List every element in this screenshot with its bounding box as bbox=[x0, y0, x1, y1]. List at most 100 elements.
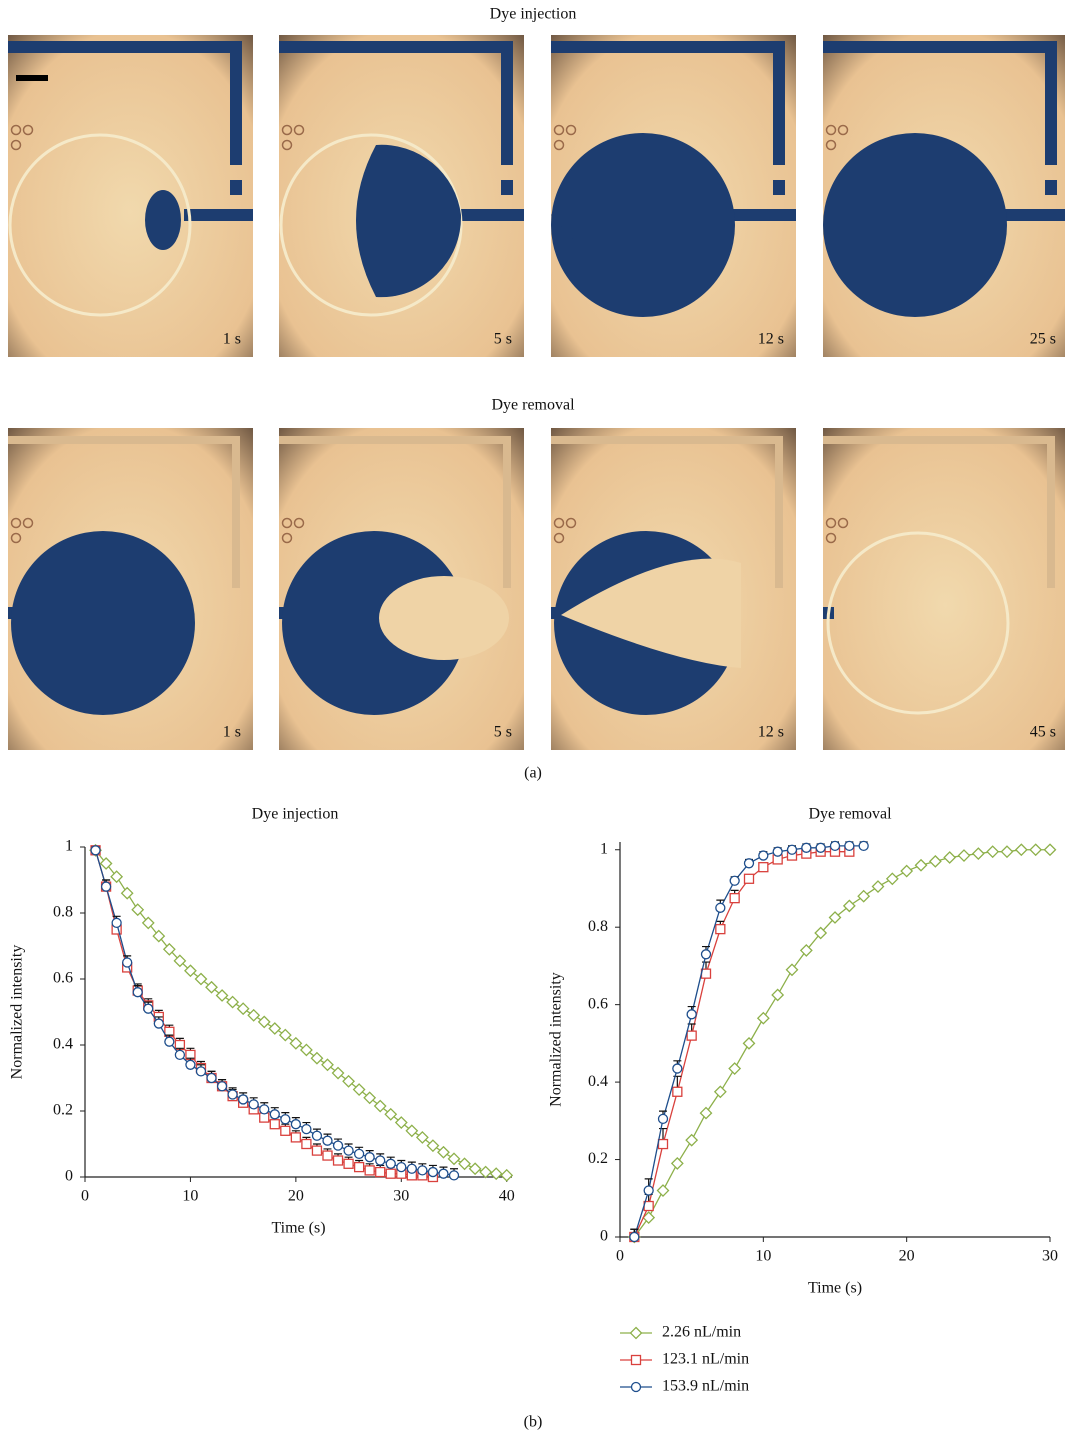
series-line bbox=[96, 850, 433, 1177]
point bbox=[312, 1131, 321, 1140]
point bbox=[672, 1158, 683, 1169]
point bbox=[630, 1233, 639, 1242]
photo-content bbox=[551, 428, 796, 750]
y-tick-label: 0.6 bbox=[588, 995, 608, 1012]
point bbox=[730, 894, 739, 903]
x-tick-label: 30 bbox=[1042, 1248, 1058, 1265]
point bbox=[270, 1120, 279, 1129]
dye bbox=[11, 531, 195, 715]
point bbox=[196, 1067, 205, 1076]
row-title: Dye injection bbox=[490, 6, 577, 23]
photo: 12 s bbox=[551, 428, 796, 750]
point bbox=[91, 846, 100, 855]
point bbox=[376, 1156, 385, 1165]
photo-bg bbox=[823, 428, 1065, 750]
x-tick-label: 10 bbox=[755, 1248, 771, 1265]
point bbox=[772, 989, 783, 1000]
point bbox=[206, 982, 217, 993]
legend-marker bbox=[631, 1328, 642, 1339]
point bbox=[673, 1064, 682, 1073]
point bbox=[291, 1133, 300, 1142]
point bbox=[973, 848, 984, 859]
point bbox=[716, 903, 725, 912]
point bbox=[702, 950, 711, 959]
x-tick-label: 0 bbox=[616, 1248, 624, 1265]
scale-bar bbox=[16, 75, 48, 81]
y-tick-label: 0.2 bbox=[588, 1150, 608, 1167]
y-tick-label: 0.4 bbox=[588, 1073, 608, 1090]
point bbox=[290, 1038, 301, 1049]
point bbox=[302, 1125, 311, 1134]
legend-label: 123.1 nL/min bbox=[662, 1351, 749, 1368]
point bbox=[311, 1053, 322, 1064]
point bbox=[386, 1169, 395, 1178]
point bbox=[759, 851, 768, 860]
time-label: 12 s bbox=[758, 331, 784, 348]
point bbox=[773, 847, 782, 856]
point bbox=[102, 882, 111, 891]
point bbox=[249, 1100, 258, 1109]
point bbox=[686, 1135, 697, 1146]
point bbox=[930, 856, 941, 867]
point bbox=[427, 1140, 438, 1151]
photo: 1 s bbox=[8, 35, 253, 357]
point bbox=[438, 1147, 449, 1158]
point bbox=[1030, 844, 1041, 855]
panel-label: (a) bbox=[524, 765, 542, 782]
point bbox=[365, 1166, 374, 1175]
point bbox=[259, 1016, 270, 1027]
point bbox=[744, 1038, 755, 1049]
point bbox=[887, 873, 898, 884]
time-label: 1 s bbox=[223, 724, 241, 741]
point bbox=[644, 1186, 653, 1195]
series-line bbox=[634, 852, 849, 1237]
point bbox=[334, 1141, 343, 1150]
point bbox=[1016, 844, 1027, 855]
point bbox=[195, 974, 206, 985]
point bbox=[687, 1010, 696, 1019]
point bbox=[802, 843, 811, 852]
legend-marker bbox=[632, 1383, 641, 1392]
point bbox=[715, 1086, 726, 1097]
chart-title: Dye injection bbox=[252, 806, 339, 823]
row-title: Dye removal bbox=[491, 397, 575, 414]
point bbox=[122, 888, 133, 899]
point bbox=[459, 1158, 470, 1169]
point bbox=[323, 1136, 332, 1145]
y-axis-label: Normalized intensity bbox=[548, 972, 565, 1107]
y-axis-label: Normalized intensity bbox=[9, 945, 26, 1080]
photo: 5 s bbox=[279, 35, 524, 357]
point bbox=[165, 1037, 174, 1046]
point bbox=[322, 1059, 333, 1070]
point bbox=[301, 1044, 312, 1055]
y-tick-label: 1 bbox=[600, 840, 608, 857]
point bbox=[291, 1120, 300, 1129]
cleared bbox=[379, 576, 509, 660]
point bbox=[873, 881, 884, 892]
x-tick-label: 30 bbox=[393, 1188, 409, 1205]
photo-content bbox=[551, 35, 796, 357]
point bbox=[343, 1076, 354, 1087]
point bbox=[227, 997, 238, 1008]
y-tick-label: 0.6 bbox=[53, 970, 73, 987]
point bbox=[787, 964, 798, 975]
y-tick-label: 1 bbox=[65, 838, 73, 855]
time-label: 12 s bbox=[758, 724, 784, 741]
legend-label: 2.26 nL/min bbox=[662, 1324, 741, 1341]
point bbox=[428, 1168, 437, 1177]
point bbox=[344, 1146, 353, 1155]
point bbox=[281, 1126, 290, 1135]
figure: Dye injection Dye removal (a) (b) 1 s5 s… bbox=[0, 0, 1065, 1439]
point bbox=[385, 1109, 396, 1120]
x-tick-label: 10 bbox=[182, 1188, 198, 1205]
point bbox=[280, 1030, 291, 1041]
point bbox=[759, 863, 768, 872]
point bbox=[659, 1114, 668, 1123]
point bbox=[987, 846, 998, 857]
point bbox=[218, 1082, 227, 1091]
point bbox=[1002, 846, 1013, 857]
point bbox=[133, 988, 142, 997]
time-label: 25 s bbox=[1030, 331, 1056, 348]
point bbox=[354, 1084, 365, 1095]
point bbox=[281, 1115, 290, 1124]
